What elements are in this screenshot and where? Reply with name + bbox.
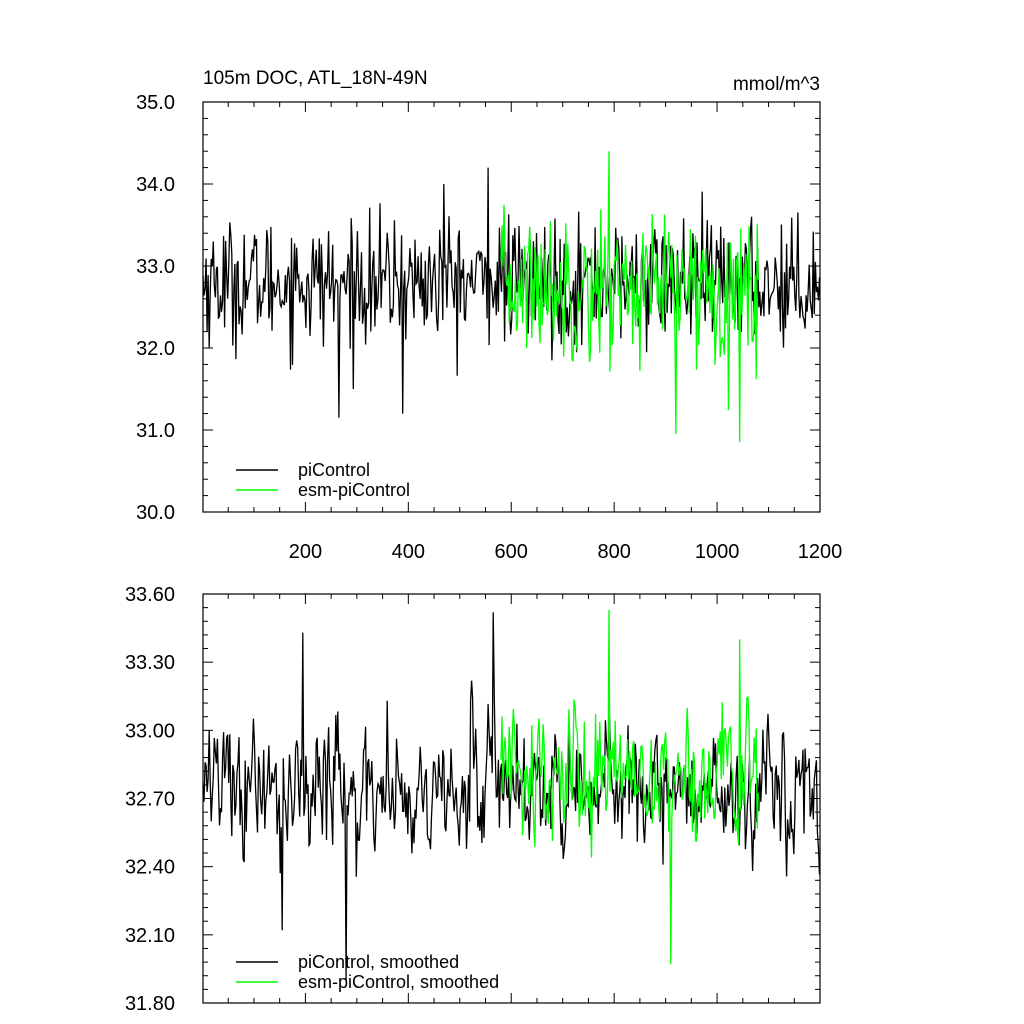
legend-label: piControl — [298, 460, 370, 480]
legend-label: piControl, smoothed — [298, 952, 459, 972]
y-tick-label: 32.40 — [125, 857, 175, 879]
x-tick-label: 1000 — [695, 541, 740, 563]
y-tick-label: 33.30 — [125, 652, 175, 674]
y-tick-label: 35.0 — [136, 92, 175, 114]
units-label: mmol/m^3 — [733, 74, 820, 95]
y-tick-label: 32.0 — [136, 338, 175, 360]
bottom-panel: 31.80 32.10 32.40 32.70 33.00 33.30 33.60 piCon… — [125, 584, 821, 1015]
legend-label: esm-piControl, smoothed — [298, 972, 499, 992]
series-line-esm-picontrol — [500, 151, 759, 443]
y-tick-label: 30.0 — [136, 502, 175, 524]
y-tick-label: 32.10 — [125, 925, 175, 947]
x-tick-label: 400 — [392, 541, 425, 563]
legend-label: esm-piControl — [298, 480, 410, 500]
y-tick-label: 31.0 — [136, 420, 175, 442]
series-line-esm-picontrol-smoothed — [500, 609, 759, 965]
x-tick-label: 200 — [289, 541, 322, 563]
y-tick-label: 33.00 — [125, 720, 175, 742]
x-tick-label: 600 — [495, 541, 528, 563]
y-tick-label: 33.60 — [125, 584, 175, 606]
series-line-picontrol — [202, 167, 821, 418]
y-tick-label: 34.0 — [136, 174, 175, 196]
top-title: 105m DOC, ATL_18N-49N — [203, 68, 428, 89]
x-tick-label: 800 — [597, 541, 630, 563]
x-tick-label: 1200 — [798, 541, 843, 563]
y-tick-label: 32.70 — [125, 789, 175, 811]
top-panel: 105m DOC, ATL_18N-49N mmol/m^3 200 400 600… — [136, 68, 842, 563]
y-tick-label: 33.0 — [136, 256, 175, 278]
y-tick-label: 31.80 — [125, 993, 175, 1015]
